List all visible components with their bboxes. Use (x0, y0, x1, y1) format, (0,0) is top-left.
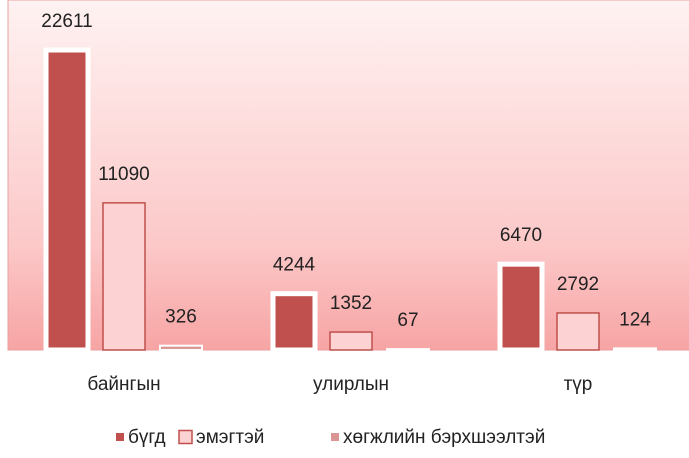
bar (270, 291, 318, 353)
legend-label: хөгжлийн бэрхшээлтэй (343, 427, 545, 448)
legend-swatch (178, 429, 193, 445)
value-label: 326 (165, 307, 197, 328)
bar (497, 261, 545, 353)
x-tick-label: улирлын (313, 374, 389, 395)
bar (556, 312, 600, 351)
value-label: 22611 (41, 11, 92, 32)
x-tick-label: түр (564, 374, 593, 395)
bar (386, 348, 430, 352)
value-label: 6470 (500, 225, 542, 246)
value-label: 4244 (273, 255, 316, 276)
bar (613, 347, 657, 352)
bar (102, 202, 146, 351)
legend-label: бүгд (128, 427, 166, 448)
bar (329, 331, 373, 351)
legend-label: эмэгтэй (196, 427, 264, 448)
value-label: 1352 (330, 293, 372, 314)
bar (43, 47, 91, 353)
value-label: 2792 (557, 274, 599, 295)
value-label: 11090 (98, 164, 149, 185)
legend-swatch (331, 433, 339, 441)
bar (159, 344, 203, 352)
value-label: 124 (619, 309, 651, 330)
value-label: 67 (397, 310, 418, 331)
legend-swatch (116, 433, 124, 441)
x-tick-label: байнгын (87, 374, 160, 395)
